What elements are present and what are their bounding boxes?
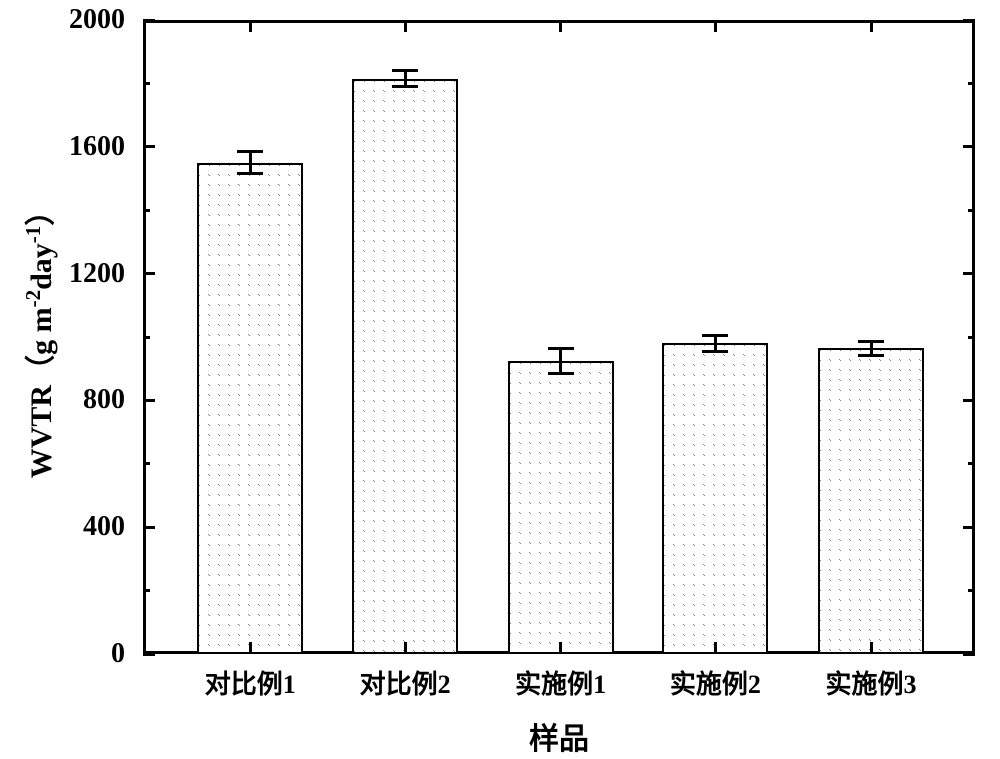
x-tick [559,642,562,654]
x-tick-top [870,20,873,32]
y-tick-right [963,145,975,148]
x-axis-title: 样品 [529,714,589,758]
y-minor-tick [143,336,150,339]
y-minor-tick [143,82,150,85]
x-tick-top [404,20,407,32]
error-bar-cap-bottom [548,372,574,375]
y-tick-label: 0 [55,638,125,670]
y-tick [143,526,155,529]
bar-chart-figure: WVTR（g m-2day-1） 样品 0 400 800 1200 1600 2000 对… [0,0,1000,759]
y-minor-tick-right [968,462,975,465]
x-tick [870,642,873,654]
x-tick-label: 实施例2 [670,664,761,701]
y-tick [143,653,155,656]
y-tick [143,19,155,22]
error-bar-cap-top [237,150,263,153]
x-tick-label: 实施例1 [515,664,606,701]
plot-area [143,20,975,654]
y-tick-label: 400 [55,511,125,543]
y-tick-right [963,399,975,402]
x-tick-top [249,20,252,32]
y-tick-label: 1200 [55,258,125,290]
y-minor-tick-right [968,336,975,339]
y-tick-right [963,19,975,22]
bar [352,79,458,654]
error-bar-cap-top [548,347,574,350]
x-tick [404,642,407,654]
y-tick [143,272,155,275]
error-bar-line [249,152,252,174]
y-tick-label: 800 [55,384,125,416]
x-tick [714,642,717,654]
x-tick-top [559,20,562,32]
error-bar-cap-top [858,340,884,343]
y-minor-tick-right [968,209,975,212]
bar [197,163,303,654]
error-bar-cap-bottom [702,350,728,353]
x-tick-label: 对比例2 [360,664,451,701]
error-bar-cap-bottom [858,354,884,357]
x-tick [249,642,252,654]
error-bar-cap-bottom [392,85,418,88]
y-tick [143,399,155,402]
x-tick-label: 对比例1 [205,664,296,701]
y-tick-right [963,526,975,529]
x-tick-top [714,20,717,32]
error-bar-line [559,348,562,373]
y-axis-title: WVTR（g m-2day-1） [16,196,60,479]
y-tick-right [963,272,975,275]
bar [818,348,924,654]
y-minor-tick [143,209,150,212]
y-minor-tick-right [968,82,975,85]
y-tick [143,145,155,148]
error-bar-cap-bottom [237,172,263,175]
bar [508,361,614,654]
y-minor-tick [143,462,150,465]
y-minor-tick-right [968,589,975,592]
x-tick-label: 实施例3 [825,664,916,701]
bar [662,343,768,654]
y-tick-label: 2000 [55,4,125,36]
error-bar-cap-top [392,69,418,72]
y-tick-right [963,653,975,656]
error-bar-cap-top [702,334,728,337]
y-tick-label: 1600 [55,131,125,163]
y-minor-tick [143,589,150,592]
